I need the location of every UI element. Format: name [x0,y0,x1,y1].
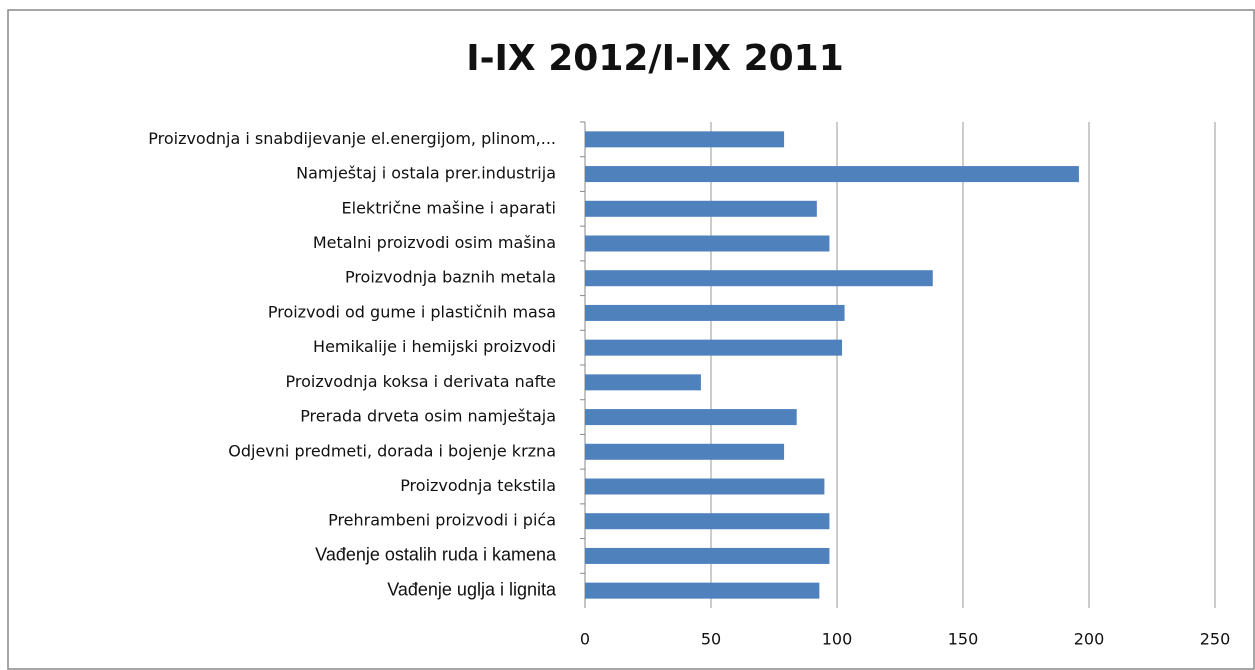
bar [585,339,843,356]
y-tick-label: Hemikalije i hemijski proizvodi [313,337,556,356]
y-tick-label: Metalni proizvodi osim mašina [313,233,556,252]
bar [585,374,701,391]
bar [585,547,830,564]
y-tick-label: Proizvodnja i snabdijevanje el.energijom… [148,129,556,148]
bar [585,235,830,252]
y-tick-label: Prerada drveta osim namještaja [300,407,556,426]
y-tick-label: Električne mašine i aparati [342,198,556,217]
bar [585,478,825,495]
y-tick-label: Vađenje uglja i lignita [387,579,557,599]
bar [585,409,797,426]
bar [585,270,933,287]
bar [585,166,1079,183]
y-tick-label: Proizvodnja koksa i derivata nafte [286,372,557,391]
y-tick-label: Odjevni predmeti, dorada i bojenje krzna [228,441,556,460]
y-tick-label: Namještaj i ostala prer.industrija [296,164,556,183]
y-tick-label: Proizvodnja tekstila [400,476,556,495]
bar [585,131,785,148]
bar [585,513,830,530]
x-tick-label: 150 [948,630,979,649]
y-tick-label: Vađenje ostalih ruda i kamena [315,545,557,565]
y-tick-label: Prehrambeni proizvodi i pića [328,511,556,530]
bar [585,200,817,217]
x-tick-label: 0 [580,630,590,649]
x-tick-label: 50 [701,630,721,649]
chart-border [7,9,1255,670]
y-tick-label: Proizvodnja baznih metala [345,268,556,287]
x-tick-label: 100 [822,630,853,649]
x-tick-label: 200 [1074,630,1105,649]
y-tick-label: Proizvodi od gume i plastičnih masa [268,302,556,321]
x-tick-label: 250 [1200,630,1231,649]
bar [585,304,845,321]
chart-title: I-IX 2012/I-IX 2011 [466,38,844,79]
bar [585,582,820,599]
bar [585,443,785,460]
